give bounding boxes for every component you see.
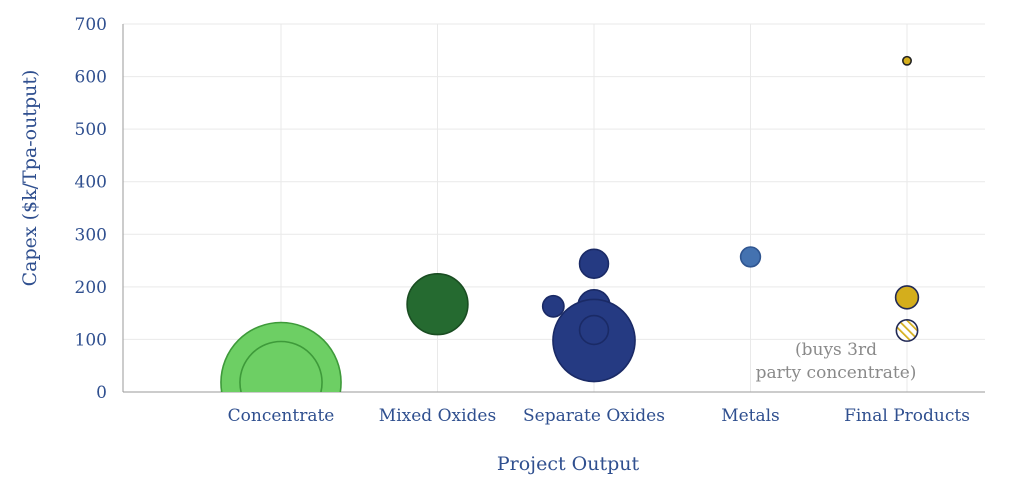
annotation-line-1: (buys 3rd <box>795 340 877 360</box>
y-tick-label: 100 <box>75 330 107 350</box>
bubble-point <box>895 319 919 342</box>
bubble-point <box>902 55 912 66</box>
bubble-point <box>894 285 920 310</box>
y-tick-label: 0 <box>96 383 107 403</box>
bubble-point <box>406 273 469 336</box>
x-tick-label: Final Products <box>844 406 970 426</box>
bubble-point <box>578 314 610 346</box>
annotation-line-2: party concentrate) <box>756 363 917 383</box>
y-axis-title: Capex ($k/Tpa-output) <box>19 70 41 287</box>
x-tick-label: Metals <box>721 406 780 426</box>
y-tick-label: 400 <box>75 173 107 193</box>
x-axis-title: Project Output <box>497 453 640 475</box>
y-tick-label: 600 <box>75 68 107 88</box>
x-tick-label: Separate Oxides <box>523 406 665 426</box>
bubble-point <box>578 248 610 279</box>
bubble-point <box>541 294 565 318</box>
y-tick-label: 200 <box>75 278 107 298</box>
y-tick-label: 700 <box>75 15 107 35</box>
y-tick-label: 300 <box>75 225 107 245</box>
y-tick-label: 500 <box>75 120 107 140</box>
grid <box>123 23 985 392</box>
x-tick-label: Mixed Oxides <box>379 406 496 426</box>
bubbles <box>220 55 920 392</box>
bubble-point <box>239 340 323 392</box>
bubble-point <box>739 246 762 268</box>
x-tick-label: Concentrate <box>228 406 335 426</box>
labels: 0 100 200 300 400 500 600 700 Concentrate Mixed O… <box>75 15 970 426</box>
